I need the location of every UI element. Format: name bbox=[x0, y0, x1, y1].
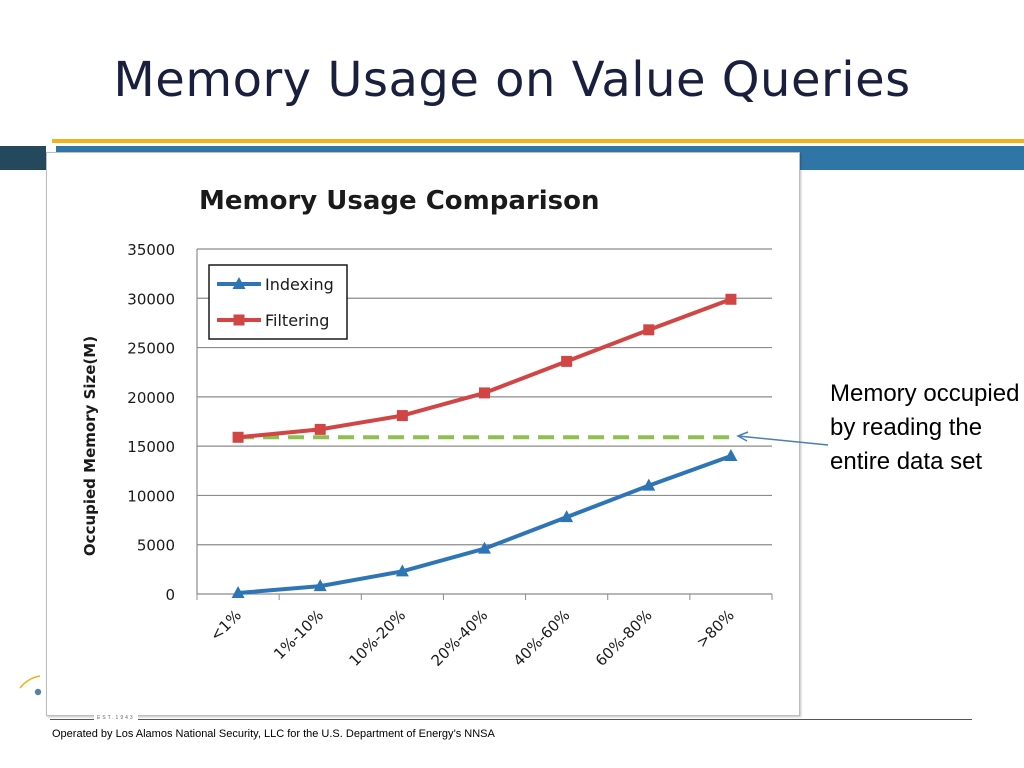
y-tick-label: 5000 bbox=[137, 537, 175, 555]
x-tick-label: <1% bbox=[206, 606, 244, 644]
y-axis-label: Occupied Memory Size(M) bbox=[81, 336, 99, 556]
x-tick-label: >80% bbox=[693, 606, 738, 651]
legend-marker bbox=[232, 277, 246, 289]
y-tick-label: 35000 bbox=[127, 241, 175, 259]
est-label: EST.1943 bbox=[94, 715, 138, 721]
legend-box bbox=[208, 264, 348, 340]
data-point-filtering bbox=[232, 431, 244, 443]
footer-divider bbox=[50, 719, 972, 720]
data-point-filtering bbox=[314, 423, 326, 435]
data-point-filtering bbox=[725, 293, 737, 305]
header-band-left bbox=[0, 146, 46, 170]
y-tick-label: 15000 bbox=[127, 438, 175, 456]
gold-divider bbox=[52, 139, 1024, 143]
lab-logo-icon bbox=[19, 675, 42, 696]
y-tick-label: 25000 bbox=[127, 340, 175, 358]
data-point-indexing bbox=[231, 586, 245, 599]
data-point-filtering bbox=[479, 387, 490, 399]
legend-label: Indexing bbox=[265, 275, 334, 294]
chart-frame: Memory Usage Comparison 0 5000 10000 15000 2… bbox=[46, 152, 800, 716]
memory-usage-chart: Memory Usage Comparison 0 5000 10000 15000 2… bbox=[81, 186, 773, 670]
legend: Indexing Filtering bbox=[208, 264, 348, 340]
y-tick-label: 30000 bbox=[127, 290, 175, 308]
data-point-indexing bbox=[313, 579, 327, 592]
x-tick-label: 10%-20% bbox=[345, 606, 409, 670]
legend-label: Filtering bbox=[265, 311, 329, 330]
legend-marker bbox=[233, 314, 245, 326]
x-tick-label: 1%-10% bbox=[270, 606, 327, 663]
series-line-indexing bbox=[237, 454, 732, 596]
x-tick-label: 40%-60% bbox=[510, 606, 574, 670]
data-point-indexing bbox=[642, 478, 656, 491]
annotation-text: Memory occupied by reading the entire da… bbox=[830, 380, 1020, 475]
header-band-right bbox=[803, 146, 1024, 170]
y-tick-label: 10000 bbox=[127, 487, 175, 505]
data-point-filtering bbox=[561, 355, 573, 367]
data-point-indexing bbox=[724, 449, 738, 461]
series-layer bbox=[231, 293, 738, 599]
x-tick-label: 20%-40% bbox=[428, 606, 492, 670]
chart-title: Memory Usage Comparison bbox=[199, 186, 600, 216]
x-tick-label: 60%-80% bbox=[592, 606, 656, 670]
data-point-indexing bbox=[478, 541, 491, 554]
y-tick-label: 20000 bbox=[127, 389, 175, 407]
y-tick-label: 0 bbox=[165, 586, 175, 604]
data-point-indexing bbox=[560, 510, 574, 523]
footer-text: Operated by Los Alamos National Security… bbox=[52, 728, 495, 740]
data-point-indexing bbox=[395, 564, 409, 577]
slide-title: Memory Usage on Value Queries bbox=[113, 52, 911, 108]
data-point-filtering bbox=[643, 324, 655, 336]
data-point-filtering bbox=[396, 410, 408, 422]
y-tick-labels: 0 5000 10000 15000 20000 25000 30000 35000 bbox=[127, 241, 175, 604]
x-tick-labels: <1% 1%-10% 10%-20% 20%-40% 40%-60% 60%-80% >80… bbox=[206, 606, 737, 670]
